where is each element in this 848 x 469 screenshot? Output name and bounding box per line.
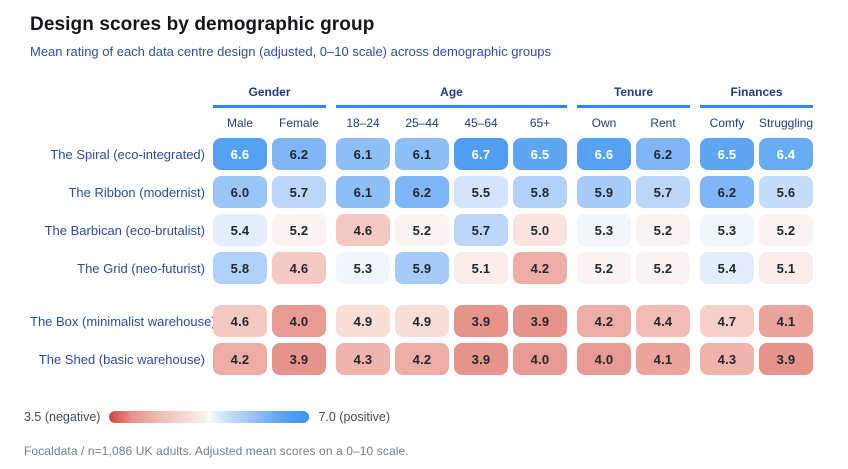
column-header: Female bbox=[278, 116, 319, 130]
heatmap-cell: 6.5 bbox=[700, 138, 754, 170]
heatmap-cell: 5.2 bbox=[577, 252, 631, 284]
heatmap-cell: 4.7 bbox=[700, 305, 754, 337]
heatmap-cell: 5.5 bbox=[454, 176, 508, 208]
heatmap-cell: 6.1 bbox=[336, 138, 390, 170]
heatmap-cell: 5.1 bbox=[454, 252, 508, 284]
heatmap-cell: 3.9 bbox=[454, 343, 508, 375]
column-header: 18–24 bbox=[346, 116, 380, 130]
column-group-header: Tenure bbox=[577, 85, 690, 108]
heatmap-cell: 4.9 bbox=[395, 305, 449, 337]
heatmap-cell: 4.2 bbox=[395, 343, 449, 375]
row-label: The Shed (basic warehouse) bbox=[38, 351, 205, 367]
row-label: The Box (minimalist warehouse) bbox=[30, 313, 216, 329]
row-label: The Ribbon (modernist) bbox=[68, 184, 205, 200]
column-header: Struggling bbox=[759, 116, 814, 130]
heatmap-cell: 3.9 bbox=[272, 343, 326, 375]
heatmap-cell: 4.2 bbox=[213, 343, 267, 375]
heatmap-cell: 4.0 bbox=[513, 343, 567, 375]
heatmap-cell: 4.6 bbox=[336, 214, 390, 246]
heatmap-cell: 6.6 bbox=[213, 138, 267, 170]
source-note: Focaldata / n=1,086 UK adults. Adjusted … bbox=[24, 444, 409, 458]
heatmap-cell: 5.7 bbox=[454, 214, 508, 246]
heatmap-cell: 5.3 bbox=[577, 214, 631, 246]
heatmap-cell: 5.2 bbox=[636, 252, 690, 284]
heatmap-cell: 5.7 bbox=[272, 176, 326, 208]
heatmap-cell: 5.3 bbox=[700, 214, 754, 246]
column-group-header: Age bbox=[336, 85, 567, 108]
heatmap-cell: 4.6 bbox=[272, 252, 326, 284]
heatmap-cell: 5.2 bbox=[272, 214, 326, 246]
color-scale-legend: 3.5 (negative) 7.0 (positive) bbox=[24, 410, 390, 424]
heatmap-cell: 4.9 bbox=[336, 305, 390, 337]
heatmap-cell: 6.2 bbox=[272, 138, 326, 170]
heatmap-cell: 5.2 bbox=[395, 214, 449, 246]
heatmap-cell: 6.2 bbox=[700, 176, 754, 208]
column-header: Comfy bbox=[709, 116, 745, 130]
heatmap-cell: 4.4 bbox=[636, 305, 690, 337]
legend-min-label: 3.5 (negative) bbox=[24, 410, 101, 424]
column-header: 25–44 bbox=[405, 116, 439, 130]
row-group-separator bbox=[30, 290, 813, 299]
page-subtitle: Mean rating of each data centre design (… bbox=[30, 44, 552, 59]
heatmap-cell: 5.8 bbox=[213, 252, 267, 284]
heatmap-cell: 5.0 bbox=[513, 214, 567, 246]
heatmap-cell: 6.2 bbox=[395, 176, 449, 208]
heatmap-cell: 5.6 bbox=[759, 176, 813, 208]
heatmap-cell: 5.9 bbox=[577, 176, 631, 208]
heatmap-grid: Gender Age Tenure Finances Male Female 18–24 25… bbox=[30, 85, 813, 375]
heatmap-cell: 4.3 bbox=[700, 343, 754, 375]
heatmap-cell: 5.8 bbox=[513, 176, 567, 208]
heatmap-cell: 5.2 bbox=[759, 214, 813, 246]
heatmap-cell: 6.7 bbox=[454, 138, 508, 170]
heatmap-cell: 5.3 bbox=[336, 252, 390, 284]
heatmap-cell: 4.2 bbox=[513, 252, 567, 284]
heatmap-cell: 4.0 bbox=[272, 305, 326, 337]
heatmap-cell: 3.9 bbox=[454, 305, 508, 337]
heatmap-cell: 4.6 bbox=[213, 305, 267, 337]
legend-gradient-bar bbox=[109, 411, 310, 423]
heatmap-cell: 4.3 bbox=[336, 343, 390, 375]
heatmap-cell: 6.0 bbox=[213, 176, 267, 208]
heatmap-cell: 5.1 bbox=[759, 252, 813, 284]
column-header: Own bbox=[591, 116, 617, 130]
heatmap-cell: 6.2 bbox=[636, 138, 690, 170]
heatmap-cell: 4.1 bbox=[759, 305, 813, 337]
heatmap-cell: 5.4 bbox=[700, 252, 754, 284]
heatmap-cell: 4.1 bbox=[636, 343, 690, 375]
row-label: The Barbican (eco-brutalist) bbox=[44, 222, 205, 238]
heatmap-cell: 6.6 bbox=[577, 138, 631, 170]
heatmap-cell: 6.1 bbox=[336, 176, 390, 208]
heatmap-cell: 4.0 bbox=[577, 343, 631, 375]
heatmap-cell: 3.9 bbox=[513, 305, 567, 337]
column-group-header: Gender bbox=[213, 85, 326, 108]
row-label: The Spiral (eco-integrated) bbox=[50, 146, 205, 162]
page-title: Design scores by demographic group bbox=[30, 14, 375, 35]
heatmap-cell: 6.5 bbox=[513, 138, 567, 170]
heatmap-cell: 6.1 bbox=[395, 138, 449, 170]
heatmap-cell: 5.4 bbox=[213, 214, 267, 246]
column-header: 65+ bbox=[529, 116, 551, 130]
column-header: 45–64 bbox=[464, 116, 498, 130]
heatmap-cell: 3.9 bbox=[759, 343, 813, 375]
row-label: The Grid (neo-futurist) bbox=[77, 260, 205, 276]
heatmap-cell: 4.2 bbox=[577, 305, 631, 337]
heatmap-cell: 5.9 bbox=[395, 252, 449, 284]
column-header: Male bbox=[226, 116, 253, 130]
heatmap-cell: 5.2 bbox=[636, 214, 690, 246]
legend-max-label: 7.0 (positive) bbox=[318, 410, 390, 424]
heatmap-cell: 5.7 bbox=[636, 176, 690, 208]
column-group-header: Finances bbox=[700, 85, 813, 108]
column-header: Rent bbox=[650, 116, 676, 130]
heatmap-cell: 6.4 bbox=[759, 138, 813, 170]
